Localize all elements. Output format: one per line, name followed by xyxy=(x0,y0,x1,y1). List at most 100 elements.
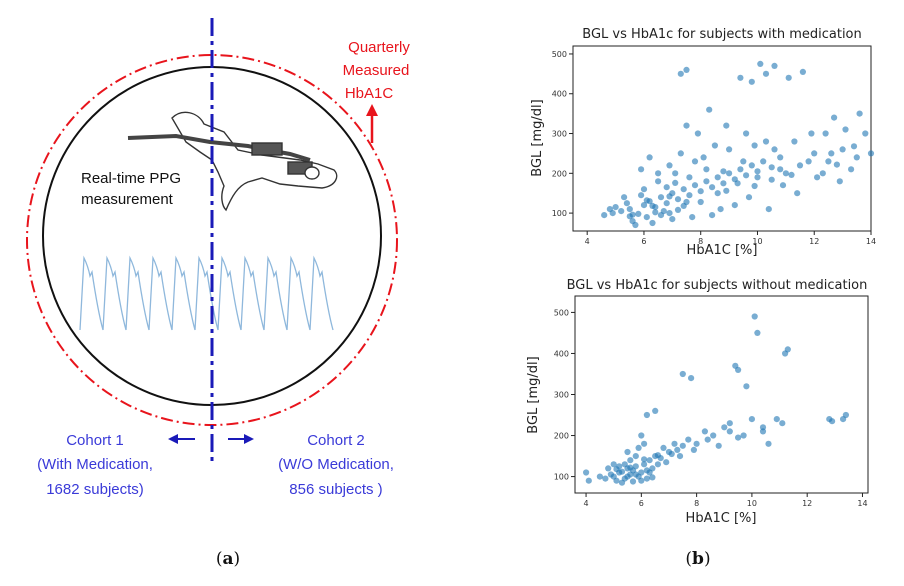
scatter-point xyxy=(691,158,699,165)
scatter-point xyxy=(748,78,755,85)
scatter-point xyxy=(638,192,645,199)
scatter-point xyxy=(652,407,659,414)
chart-2-ticks: 4 6 8 10 12 14 100 200 300 400 500 xyxy=(554,308,868,508)
scatter-point xyxy=(754,174,761,181)
chart-1-ylabel: BGL [mg/dl] xyxy=(530,99,545,176)
scatter-point xyxy=(710,432,717,439)
x-tick-label: 8 xyxy=(694,499,699,508)
scatter-point xyxy=(768,164,775,171)
scatter-point xyxy=(654,452,662,459)
scatter-point xyxy=(782,170,790,177)
x-tick-label: 8 xyxy=(698,237,703,246)
scatter-point xyxy=(596,473,604,480)
chart-1-xlabel: HbA1C [%] xyxy=(687,243,758,258)
panel-a-label: (a) xyxy=(216,549,240,569)
scatter-point xyxy=(760,158,767,165)
scatter-point xyxy=(762,138,770,145)
hba1c-outer-circle xyxy=(26,54,398,426)
scatter-point xyxy=(740,432,747,439)
scatter-point xyxy=(779,182,787,189)
scatter-point xyxy=(643,475,651,482)
scatter-point xyxy=(621,461,628,468)
scatter-point xyxy=(649,474,656,481)
scatter-point xyxy=(829,418,836,425)
scatter-point xyxy=(646,154,653,161)
scatter-point xyxy=(709,212,716,219)
scatter-point xyxy=(607,471,615,478)
scatter-point xyxy=(638,166,645,173)
quarterly-line-1: Quarterly xyxy=(348,39,410,56)
scatter-point xyxy=(714,190,721,197)
scatter-point xyxy=(723,122,730,129)
scatter-point xyxy=(641,456,648,463)
scatter-point xyxy=(850,143,858,150)
chart-without-medication: BGL vs HbA1c for subjects without medica… xyxy=(526,278,869,526)
scatter-point xyxy=(726,420,733,427)
chart-1-axes xyxy=(572,45,872,232)
scatter-point xyxy=(663,459,670,466)
scatter-point xyxy=(618,479,626,486)
scatter-point xyxy=(811,150,818,157)
scatter-point xyxy=(674,206,682,213)
panel-b-label: (b) xyxy=(685,549,710,569)
cohort-2-line-2: (W/O Medication, xyxy=(278,456,394,473)
scatter-point xyxy=(831,114,838,121)
scatter-point xyxy=(683,66,690,73)
scatter-point xyxy=(635,444,642,451)
scatter-point xyxy=(635,210,642,217)
scatter-point xyxy=(693,440,700,447)
scatter-point xyxy=(690,446,698,453)
scatter-point xyxy=(668,450,675,458)
scatter-point xyxy=(643,411,651,419)
scatter-point xyxy=(677,150,684,157)
scatter-point xyxy=(751,142,758,149)
left-arrow-icon xyxy=(168,434,195,444)
chart-1-ticks: 4 6 8 10 12 14 100 200 300 400 500 xyxy=(552,50,876,246)
scatter-point xyxy=(666,162,673,169)
ppg-label: Real-time PPG measurement xyxy=(81,170,181,208)
scatter-point xyxy=(735,434,742,441)
scatter-point xyxy=(643,197,650,204)
scatter-point xyxy=(679,442,686,449)
scatter-point xyxy=(785,74,792,81)
scatter-point xyxy=(748,162,755,169)
chart-2-points xyxy=(583,313,850,486)
scatter-point xyxy=(663,184,670,191)
x-tick-label: 14 xyxy=(866,237,876,246)
scatter-point xyxy=(735,366,742,373)
scatter-point xyxy=(726,146,733,153)
scatter-point xyxy=(632,463,639,470)
scatter-point xyxy=(601,212,608,219)
scatter-point xyxy=(697,188,704,195)
chart-2-xlabel: HbA1C [%] xyxy=(686,511,757,526)
scatter-point xyxy=(751,313,758,320)
scatter-point xyxy=(714,174,721,181)
panel-a: Quarterly Measured HbA1C Real-time PPG m… xyxy=(26,18,411,569)
scatter-point xyxy=(734,180,741,187)
chart-1-title: BGL vs HbA1c for subjects with medicatio… xyxy=(582,27,862,42)
scatter-point xyxy=(649,202,656,209)
scatter-point xyxy=(646,457,653,464)
quarterly-label: Quarterly Measured HbA1C xyxy=(343,39,411,102)
scatter-point xyxy=(836,178,843,185)
scatter-point xyxy=(613,466,620,473)
scatter-point xyxy=(627,464,634,471)
scatter-point xyxy=(703,178,710,185)
scatter-point xyxy=(606,206,614,213)
scatter-point xyxy=(856,110,863,117)
cohort-2-line-3: 856 subjects ) xyxy=(289,481,382,498)
x-tick-label: 12 xyxy=(802,499,812,508)
scatter-point xyxy=(618,208,625,215)
scatter-point xyxy=(680,186,687,193)
scatter-point xyxy=(825,158,832,165)
scatter-point xyxy=(784,346,791,353)
scatter-point xyxy=(748,416,756,423)
scatter-point xyxy=(740,158,747,165)
scatter-point xyxy=(788,171,795,178)
scatter-point xyxy=(799,68,807,75)
ppg-line-1: Real-time PPG xyxy=(81,170,181,187)
scatter-point xyxy=(720,168,727,175)
scatter-point xyxy=(638,469,645,476)
scatter-point xyxy=(676,453,684,460)
